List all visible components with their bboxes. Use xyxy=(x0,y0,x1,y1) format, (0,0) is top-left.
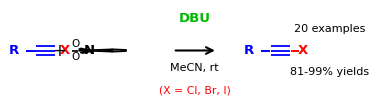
Text: X: X xyxy=(60,44,70,57)
Text: 81-99% yields: 81-99% yields xyxy=(290,67,369,77)
Text: O: O xyxy=(71,52,79,62)
Text: 20 examples: 20 examples xyxy=(294,24,366,34)
Text: MeCN, rt: MeCN, rt xyxy=(170,63,219,73)
Text: +: + xyxy=(52,42,66,59)
Text: (X = Cl, Br, I): (X = Cl, Br, I) xyxy=(159,85,231,95)
Text: R: R xyxy=(243,44,254,57)
Text: N: N xyxy=(84,44,95,57)
Text: X: X xyxy=(298,44,308,57)
Text: R: R xyxy=(9,44,19,57)
Text: O: O xyxy=(71,39,79,49)
Text: DBU: DBU xyxy=(178,12,211,25)
